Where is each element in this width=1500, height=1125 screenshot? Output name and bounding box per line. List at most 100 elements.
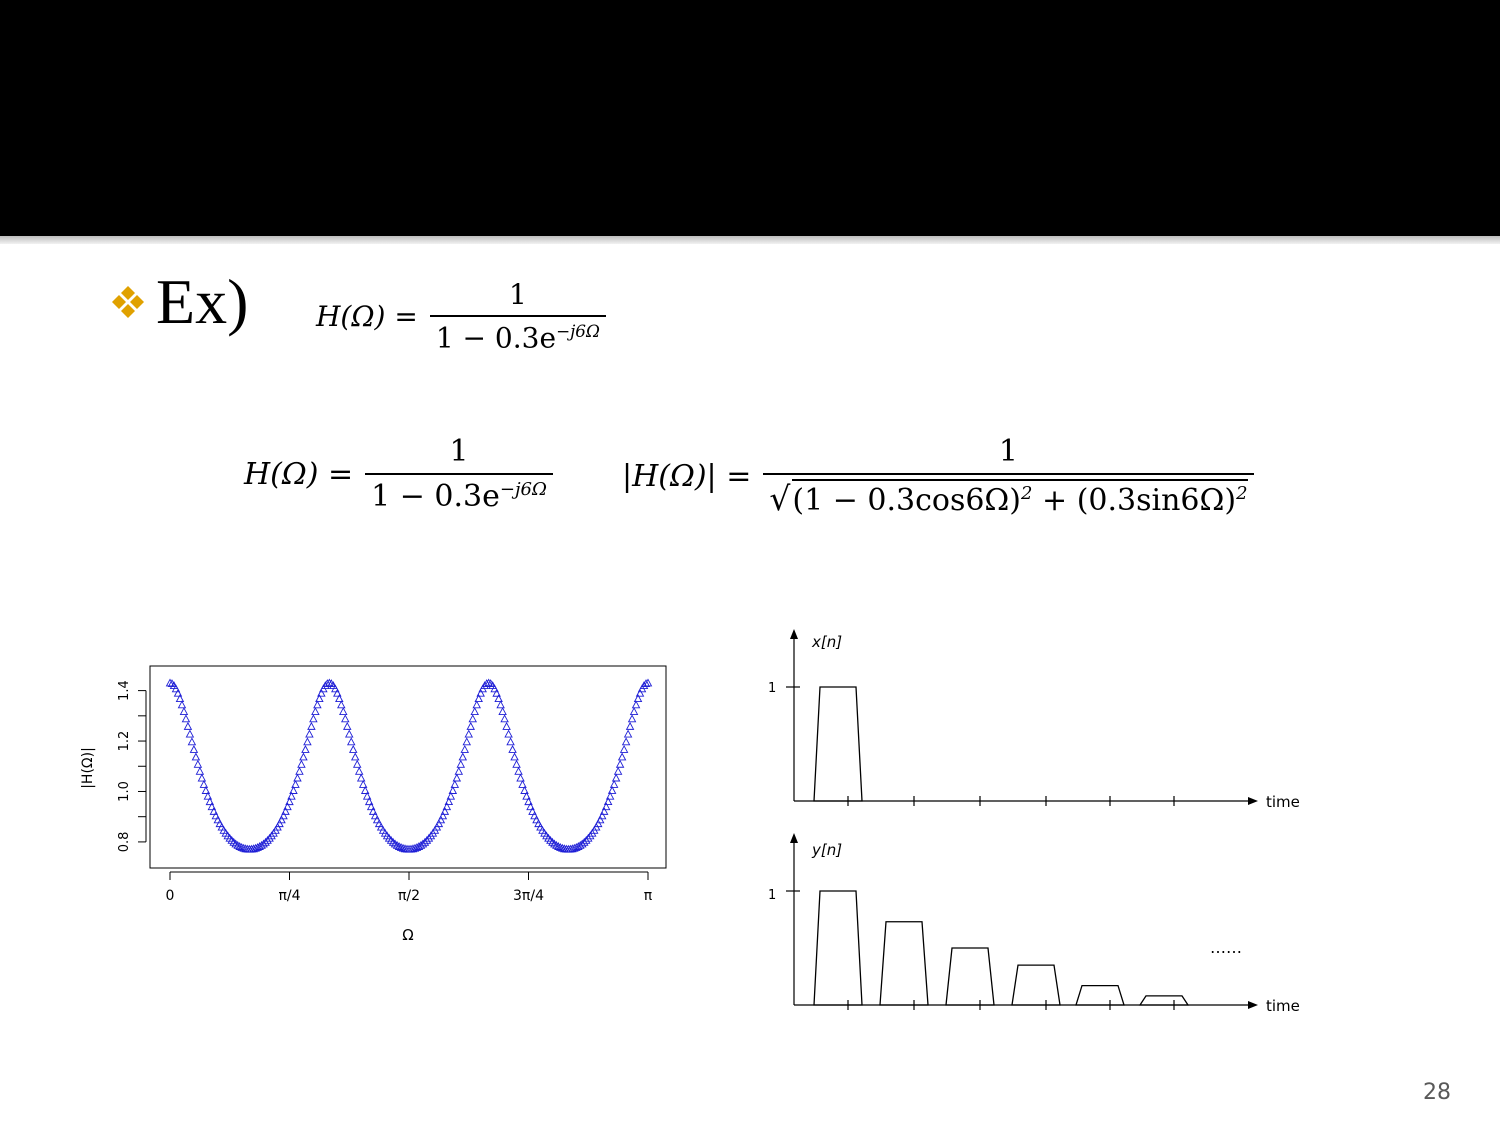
data-point — [456, 759, 466, 768]
data-point — [502, 721, 511, 730]
data-point — [341, 714, 350, 723]
data-point — [534, 819, 543, 828]
data-point — [229, 837, 238, 846]
bullet-text: Ex) — [156, 266, 249, 337]
data-point — [265, 833, 274, 842]
data-point — [582, 835, 591, 844]
data-point — [643, 678, 653, 687]
data-point — [480, 681, 489, 690]
data-point — [556, 843, 565, 851]
data-point — [261, 837, 270, 846]
data-point — [177, 700, 187, 709]
equation-magnitude-response: |H(Ω)| = 1 √ (1 − 0.3cos6Ω)2 + (0.3sin6Ω… — [622, 434, 1254, 518]
data-point — [289, 786, 298, 794]
denominator-base: 1 − 0.3e — [435, 321, 557, 355]
data-point — [181, 714, 191, 723]
x-tick-label: 3π/4 — [513, 888, 544, 904]
data-point — [607, 786, 617, 794]
equation-transfer-function-1: H(Ω) = 1 1 − 0.3e−j6Ω — [316, 278, 606, 354]
equation-lhs: H(Ω) = — [244, 456, 354, 492]
signal-pulses — [813, 890, 1190, 1006]
data-point — [398, 843, 408, 852]
data-point — [424, 833, 434, 842]
y-axis: 0.8 1.0 1.2 1.4 — [117, 680, 147, 853]
data-point — [317, 688, 326, 697]
data-point — [209, 806, 219, 815]
data-point — [333, 688, 342, 697]
data-point — [315, 694, 324, 703]
data-point — [472, 700, 481, 709]
data-point — [422, 835, 432, 844]
data-point — [498, 707, 507, 716]
x-axis-label: Ω — [402, 926, 413, 944]
data-point — [263, 835, 272, 844]
data-point — [372, 815, 382, 824]
data-point — [494, 694, 503, 703]
data-point — [516, 773, 525, 782]
data-point — [253, 843, 262, 851]
signal-label: y[n] — [811, 841, 842, 859]
denominator-exponent: −j6Ω — [499, 479, 547, 500]
data-point — [595, 815, 605, 824]
equation-lhs: |H(Ω)| = — [622, 458, 752, 494]
data-point — [448, 786, 458, 794]
bullet-item: Ex) — [108, 262, 248, 342]
data-point — [285, 797, 294, 806]
data-point — [356, 773, 366, 782]
y-axis-label: |H(Ω)| — [80, 747, 96, 789]
data-point — [548, 837, 557, 846]
data-point — [337, 700, 346, 709]
data-point — [452, 773, 462, 782]
data-point — [297, 759, 306, 768]
data-point — [631, 700, 641, 709]
signal-pulse — [1011, 964, 1061, 1006]
data-point — [390, 839, 400, 848]
signal-pulse — [945, 947, 995, 1006]
y-axis-arrow-icon — [790, 833, 798, 843]
data-point — [641, 679, 651, 688]
continuation-ellipsis: …… — [1210, 938, 1242, 957]
data-point — [189, 745, 199, 753]
denominator-exponent: −j6Ω — [556, 321, 600, 341]
data-point — [344, 729, 354, 738]
sqrt-symbol: √ — [769, 479, 791, 518]
data-point — [339, 707, 348, 716]
data-point — [350, 752, 360, 761]
y-tick-label: 0.8 — [117, 832, 132, 853]
data-point — [199, 779, 209, 788]
data-point — [239, 843, 248, 852]
data-point — [617, 752, 627, 761]
data-point — [309, 714, 318, 723]
data-point — [520, 786, 529, 794]
data-point — [506, 737, 515, 746]
signal-pulses — [813, 686, 863, 802]
data-point — [420, 837, 430, 846]
data-point — [360, 786, 370, 794]
equation-numerator: 1 — [508, 278, 527, 311]
data-point — [201, 786, 211, 794]
data-point — [528, 806, 537, 815]
data-point — [191, 752, 201, 761]
data-point — [358, 779, 368, 788]
data-point — [466, 721, 475, 730]
data-point — [625, 721, 635, 730]
magnitude-response-chart: 0 π/4 π/2 3π/4 π 0.8 1.0 1.2 1.4 Ω |H(Ω)| — [80, 665, 667, 944]
page-number: 28 — [1423, 1080, 1451, 1105]
y-tick-label: 1.2 — [117, 731, 132, 752]
data-point — [281, 806, 290, 815]
y-tick-label: 1.0 — [117, 781, 132, 802]
sqrt-term-1: (1 − 0.3cos6Ω) — [792, 483, 1022, 518]
data-point — [442, 802, 452, 811]
data-point — [522, 791, 531, 800]
data-point — [301, 745, 310, 753]
data-point — [211, 811, 221, 820]
y-axis-arrow-icon — [790, 629, 798, 639]
plus-sign: + — [1042, 483, 1068, 518]
data-point — [213, 815, 223, 824]
data-point — [235, 842, 244, 850]
data-point — [552, 840, 561, 849]
data-point — [362, 791, 372, 800]
x-tick-label: 0 — [166, 888, 175, 904]
data-point — [470, 707, 479, 716]
data-point — [275, 819, 284, 828]
